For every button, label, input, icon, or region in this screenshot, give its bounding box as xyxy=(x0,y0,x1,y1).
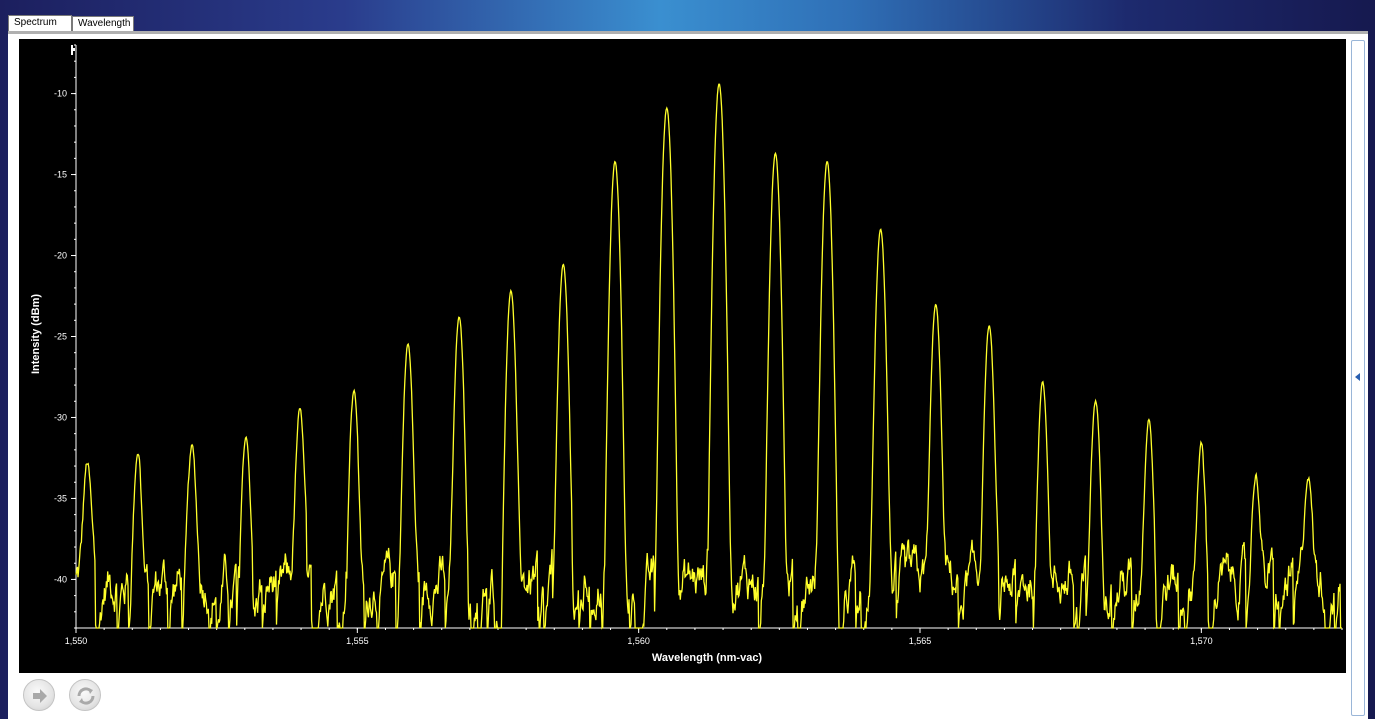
y-tick-label: -40 xyxy=(54,574,67,584)
cursor-marker-icon[interactable] xyxy=(71,45,75,55)
content-panel: -10 -15 -20 -25 -30 -35 -40 1,550 1,555 1,560 1,5… xyxy=(8,31,1368,719)
arrow-right-icon xyxy=(33,689,47,703)
x-tick-label: 1,570 xyxy=(1190,636,1213,646)
y-tick-label: -15 xyxy=(54,170,67,180)
y-tick-label: -30 xyxy=(54,412,67,422)
y-tick-label: -10 xyxy=(54,89,67,99)
x-axis: 1,550 1,555 1,560 1,565 1,570 xyxy=(65,627,1343,646)
tab-spectrum[interactable]: Spectrum xyxy=(8,15,72,31)
spectrum-chart: -10-15-20-25-30-35-40 1,550 1,555 1,560 1,5… xyxy=(30,44,1343,664)
tab-bar: Spectrum Wavelength xyxy=(0,0,1375,31)
refresh-button[interactable] xyxy=(69,679,101,711)
x-tick-label: 1,550 xyxy=(65,636,88,646)
x-tick-label: 1,555 xyxy=(346,636,369,646)
side-panel-toggle[interactable] xyxy=(1351,40,1365,716)
x-tick-label: 1,560 xyxy=(627,636,650,646)
spectrum-trace xyxy=(75,83,1342,631)
y-axis: -10 -15 -20 -25 -30 -35 -40 xyxy=(54,44,77,629)
chevron-left-icon xyxy=(1355,373,1360,381)
y-tick-label: -20 xyxy=(54,251,67,261)
y-axis-label: Intensity (dBm) xyxy=(30,294,42,374)
x-axis-label: Wavelength (nm-vac) xyxy=(652,652,763,664)
tab-wavelength[interactable]: Wavelength xyxy=(72,16,134,31)
refresh-icon xyxy=(77,687,95,705)
y-tick-label: -35 xyxy=(54,493,67,503)
spectrum-plot[interactable]: -10 -15 -20 -25 -30 -35 -40 1,550 1,555 1,560 1,5… xyxy=(19,39,1346,673)
run-button[interactable] xyxy=(23,679,55,711)
x-tick-label: 1,565 xyxy=(909,636,932,646)
y-tick-label: -25 xyxy=(54,332,67,342)
